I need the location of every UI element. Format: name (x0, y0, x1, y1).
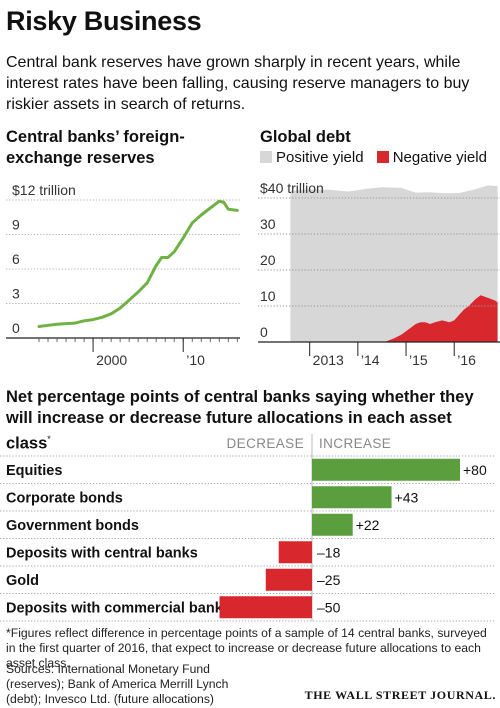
debt-ytick-label: 10 (260, 288, 276, 304)
allocation-bar (312, 486, 392, 509)
debt-xtick-label: ’16 (457, 352, 476, 368)
reserves-chart-title: Central banks’ foreign-exchange reserves (6, 128, 185, 167)
decrease-header: DECREASE (227, 436, 304, 451)
legend-swatch-negative-yield (376, 151, 389, 163)
debt-xtick-label: ’14 (361, 352, 380, 368)
reserves-line-chart: $12 trillion 9 6 3 0 2000 ’10 (6, 182, 240, 368)
reserves-ytick-label: 6 (12, 251, 20, 267)
positive-yield-area (290, 185, 498, 342)
allocations-chart-title-text: Net percentage points of central banks s… (6, 388, 474, 453)
global-debt-area-chart: $40 trillion 30 20 10 0 2013 ’14 ’15 ’16 (258, 180, 500, 368)
debt-ytick-label: 20 (260, 252, 276, 268)
debt-ytick-label: $40 trillion (260, 180, 324, 196)
negative-yield-area (384, 295, 498, 342)
allocation-bar (265, 568, 312, 591)
sources: Sources: International Monetary Fund (re… (6, 662, 229, 706)
allocation-bar (312, 458, 460, 481)
value-label: –18 (317, 544, 341, 560)
increase-header: INCREASE (319, 436, 391, 451)
value-label: +80 (463, 462, 487, 478)
reserves-xtick-label: 2000 (96, 352, 127, 368)
publisher-logo: THE WALL STREET JOURNAL. (304, 688, 496, 702)
reserves-xtick-label: ’10 (186, 352, 205, 368)
global-debt-legend: Positive yield Negative yield (260, 149, 496, 166)
reserves-ytick-label: 0 (12, 320, 20, 336)
value-label: +22 (356, 517, 380, 533)
debt-xtick-label: ’15 (409, 352, 428, 368)
category-label: Equities (6, 463, 62, 479)
footnote: *Figures reflect difference in percentag… (6, 626, 487, 670)
page-title: Risky Business (6, 6, 202, 36)
debt-ytick-label: 30 (260, 216, 276, 232)
reserves-ytick-label: 9 (12, 217, 20, 233)
category-label: Deposits with commercial banks (6, 600, 231, 616)
reserves-ytick-label: 3 (12, 286, 20, 302)
legend-swatch-positive-yield (260, 151, 272, 163)
category-label: Gold (6, 573, 39, 589)
allocation-bar (219, 596, 312, 619)
allocation-bar (278, 541, 312, 564)
allocation-bar (312, 513, 353, 536)
category-label: Government bonds (6, 518, 139, 534)
allocations-chart-title: Net percentage points of central banks s… (6, 387, 496, 455)
value-label: –50 (317, 599, 341, 615)
reserves-ytick-label: $12 trillion (12, 182, 76, 198)
category-label: Deposits with central banks (6, 545, 198, 561)
legend-label-negative-yield: Negative yield (392, 149, 487, 166)
value-label: +43 (395, 489, 419, 505)
subtitle: Central bank reserves have grown sharply… (6, 54, 470, 113)
debt-xtick-label: 2013 (313, 352, 344, 368)
category-label: Corporate bonds (6, 490, 123, 506)
footnote-marker: * (47, 434, 51, 444)
global-debt-chart-title: Global debt (260, 128, 351, 146)
legend-label-positive-yield: Positive yield (276, 149, 364, 166)
debt-ytick-label: 0 (260, 324, 268, 340)
reserves-line (37, 199, 239, 328)
allocations-bar-chart: DECREASE INCREASE Equities +80 Corporate bon… (0, 434, 496, 622)
value-label: –25 (317, 572, 341, 588)
